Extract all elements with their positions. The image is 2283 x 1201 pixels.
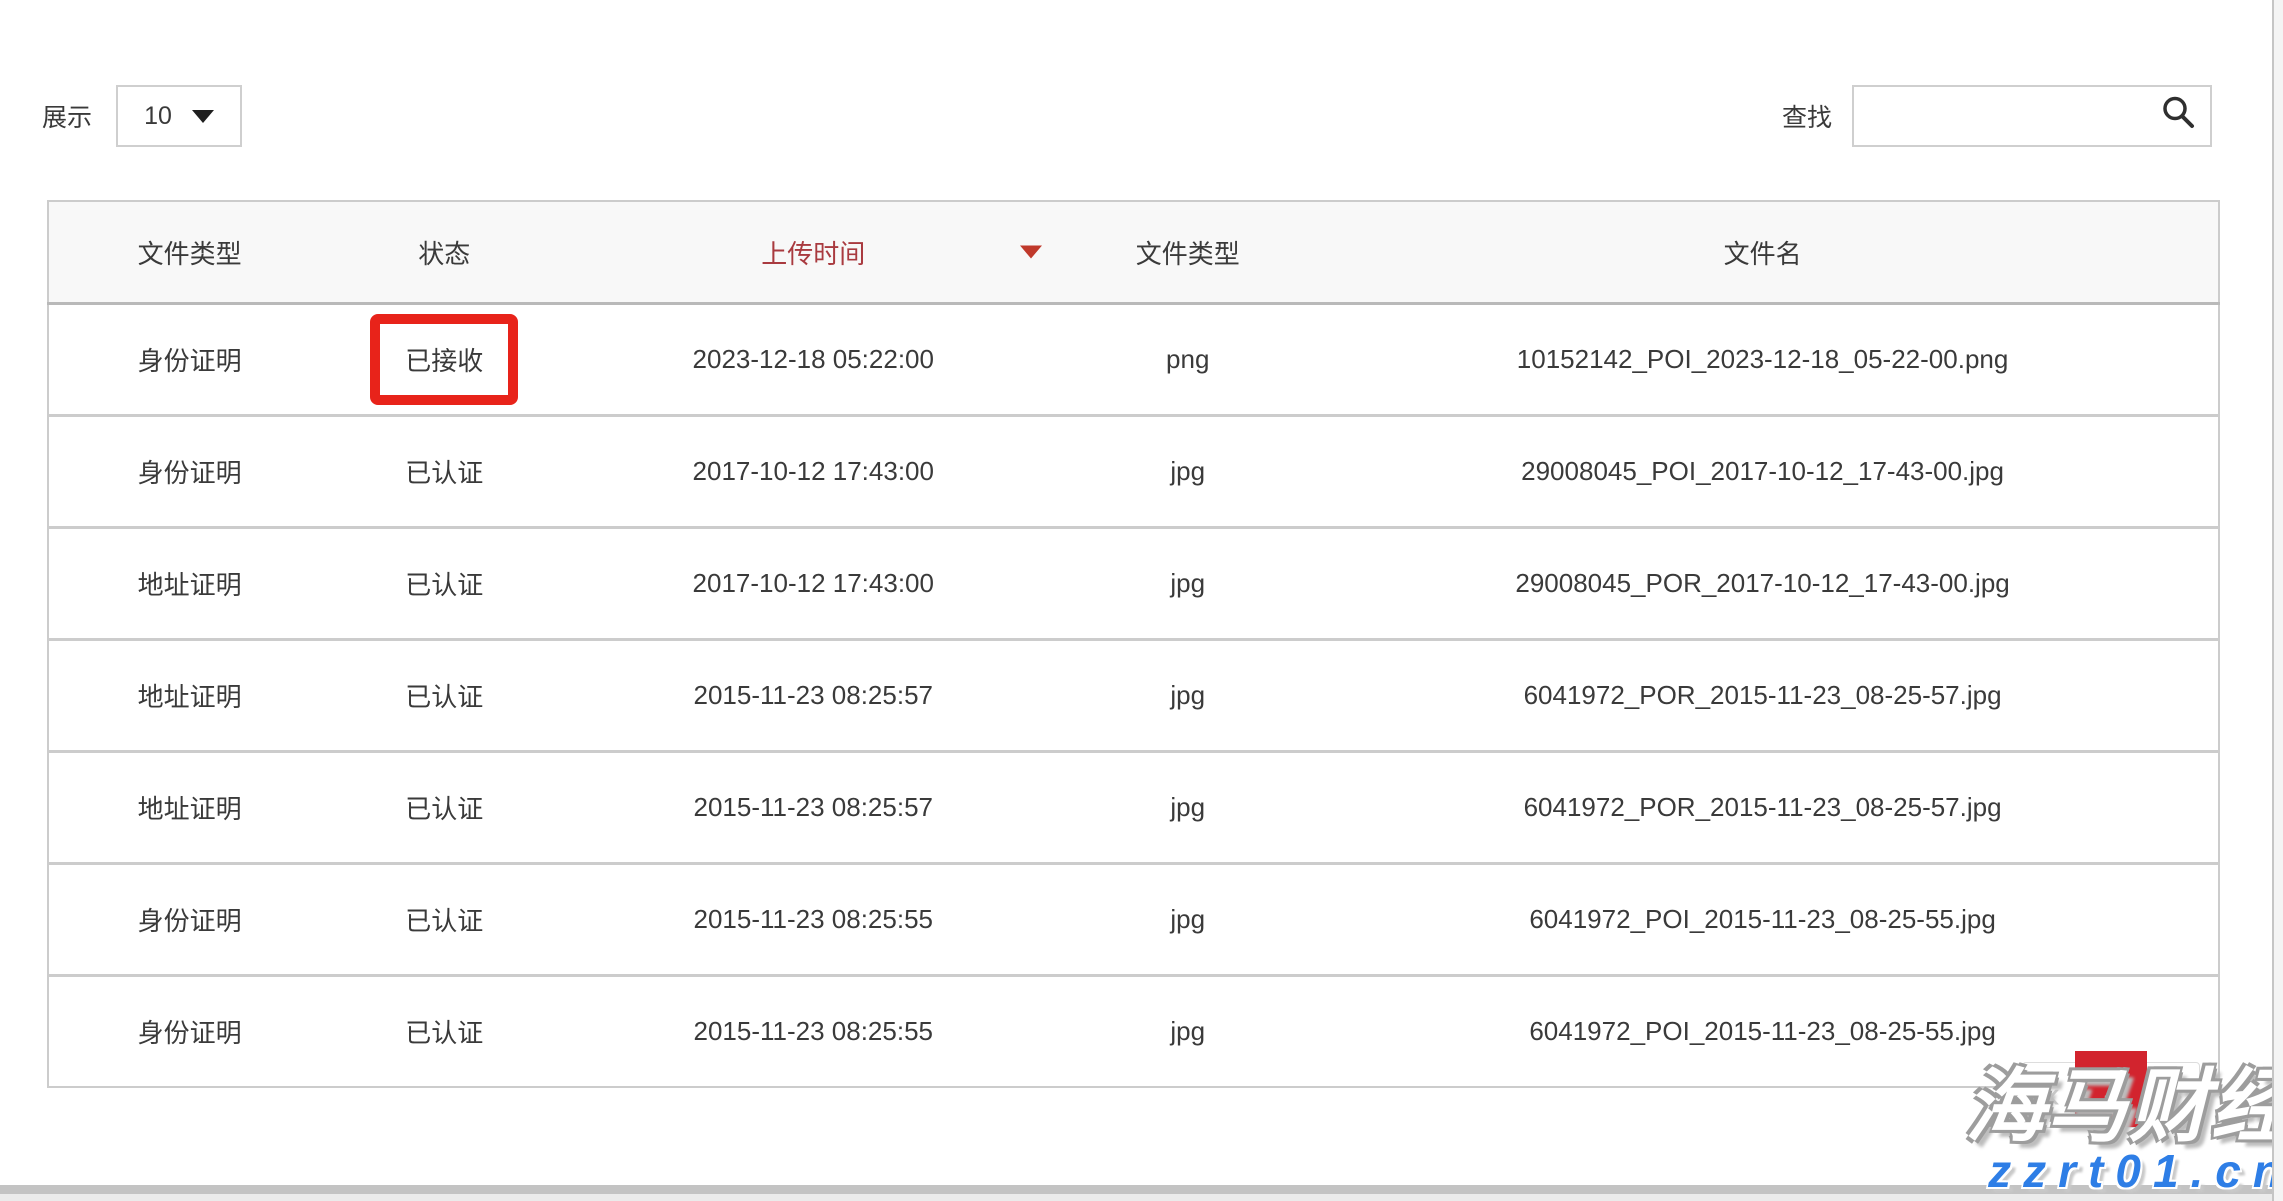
file-type-cell: jpg	[1068, 862, 1308, 976]
header-upload-time-sorted[interactable]: 上传时间	[558, 201, 1069, 305]
page-size-control: 展示 10	[42, 83, 243, 149]
files-table: 文件类型 状态 上传时间 文件类型 文件名 身份证明 已接收 2023-12-18 …	[47, 200, 2220, 1088]
search-box[interactable]	[1852, 85, 2267, 147]
status-cell: 已认证	[330, 862, 559, 976]
upload-time-cell: 2015-11-23 08:25:57	[558, 638, 1069, 752]
doc-type-cell: 身份证明	[48, 974, 331, 1087]
file-name-cell: 6041972_POI_2015-11-23_08-25-55.jpg	[1307, 862, 2219, 976]
file-type-cell: jpg	[1068, 974, 1308, 1087]
status-cell: 已认证	[330, 414, 559, 528]
search-label: 查找	[1781, 104, 1832, 132]
header-status[interactable]: 状态	[330, 201, 559, 305]
upload-time-cell: 2023-12-18 05:22:00	[558, 303, 1069, 416]
file-name-cell: 29008045_POI_2017-10-12_17-43-00.jpg	[1307, 414, 2219, 528]
status-cell: 已认证	[330, 638, 559, 752]
table-row: 身份证明 已接收 2023-12-18 05:22:00 png 10152142_PO…	[48, 303, 2219, 416]
file-type-cell: png	[1068, 303, 1308, 416]
status-value: 已认证	[405, 570, 484, 600]
doc-type-cell: 身份证明	[48, 862, 331, 976]
file-type-cell: jpg	[1068, 638, 1308, 752]
upload-time-cell: 2015-11-23 08:25:57	[558, 750, 1069, 864]
table-row: 身份证明 已认证 2015-11-23 08:25:55 jpg 6041972_POI…	[48, 974, 2219, 1087]
search-input[interactable]	[1854, 87, 2267, 145]
page-size-label: 展示	[42, 104, 93, 132]
search-icon[interactable]	[2158, 93, 2198, 140]
header-file-type[interactable]: 文件类型	[1068, 201, 1308, 305]
status-value-highlight-box: 已接收	[370, 314, 519, 405]
file-type-cell: jpg	[1068, 526, 1308, 640]
vertical-scrollbar[interactable]	[2272, 0, 2283, 1201]
status-value: 已认证	[405, 1018, 484, 1048]
doc-type-cell: 身份证明	[48, 414, 331, 528]
table-row: 地址证明 已认证 2017-10-12 17:43:00 jpg 29008045_PO…	[48, 526, 2219, 640]
pagination-prev-button[interactable]: «	[2039, 1074, 2061, 1116]
table-header-row: 文件类型 状态 上传时间 文件类型 文件名	[48, 201, 2219, 305]
doc-type-cell: 地址证明	[48, 638, 331, 752]
pagination-next-button[interactable]: »	[2161, 1074, 2183, 1116]
status-cell: 已认证	[330, 750, 559, 864]
doc-type-cell: 身份证明	[48, 303, 331, 416]
table-row: 地址证明 已认证 2015-11-23 08:25:57 jpg 6041972_POR…	[48, 750, 2219, 864]
file-name-cell: 29008045_POR_2017-10-12_17-43-00.jpg	[1307, 526, 2219, 640]
file-name-cell: 6041972_POR_2015-11-23_08-25-57.jpg	[1307, 638, 2219, 752]
status-value: 已认证	[405, 458, 484, 488]
file-type-cell: jpg	[1068, 414, 1308, 528]
horizontal-scrollbar-thumb[interactable]	[0, 1185, 2283, 1194]
header-doc-type[interactable]: 文件类型	[48, 201, 331, 305]
status-value: 已认证	[405, 682, 484, 712]
status-cell: 已认证	[330, 974, 559, 1087]
sort-desc-icon	[1020, 245, 1043, 259]
upload-time-cell: 2017-10-12 17:43:00	[558, 414, 1069, 528]
header-upload-time-label: 上传时间	[761, 238, 866, 269]
upload-time-cell: 2015-11-23 08:25:55	[558, 974, 1069, 1087]
page-size-value: 10	[144, 101, 172, 130]
status-value: 已认证	[405, 794, 484, 824]
upload-time-cell: 2015-11-23 08:25:55	[558, 862, 1069, 976]
pagination-current-page[interactable]: 1	[2075, 1051, 2147, 1127]
file-name-cell: 6041972_POR_2015-11-23_08-25-57.jpg	[1307, 750, 2219, 864]
status-cell: 已认证	[330, 526, 559, 640]
table-row: 身份证明 已认证 2017-10-12 17:43:00 jpg 29008045_PO…	[48, 414, 2219, 528]
chevron-down-icon	[191, 109, 214, 123]
file-type-cell: jpg	[1068, 750, 1308, 864]
horizontal-scrollbar[interactable]	[0, 1185, 2283, 1201]
status-cell: 已接收	[330, 303, 559, 416]
page-size-select[interactable]: 10	[116, 85, 243, 147]
status-value: 已认证	[405, 906, 484, 936]
upload-time-cell: 2017-10-12 17:43:00	[558, 526, 1069, 640]
pagination: « 1 »	[2022, 1051, 2200, 1128]
table-row: 地址证明 已认证 2015-11-23 08:25:57 jpg 6041972_POR…	[48, 638, 2219, 752]
table-row: 身份证明 已认证 2015-11-23 08:25:55 jpg 6041972_POI…	[48, 862, 2219, 976]
header-file-name[interactable]: 文件名	[1307, 201, 2219, 305]
doc-type-cell: 地址证明	[48, 750, 331, 864]
doc-type-cell: 地址证明	[48, 526, 331, 640]
file-name-cell: 10152142_POI_2023-12-18_05-22-00.png	[1307, 303, 2219, 416]
search-control: 查找	[1781, 83, 2267, 149]
table-body: 身份证明 已接收 2023-12-18 05:22:00 png 10152142_PO…	[48, 303, 2219, 1087]
table-header: 文件类型 状态 上传时间 文件类型 文件名	[48, 201, 2219, 305]
